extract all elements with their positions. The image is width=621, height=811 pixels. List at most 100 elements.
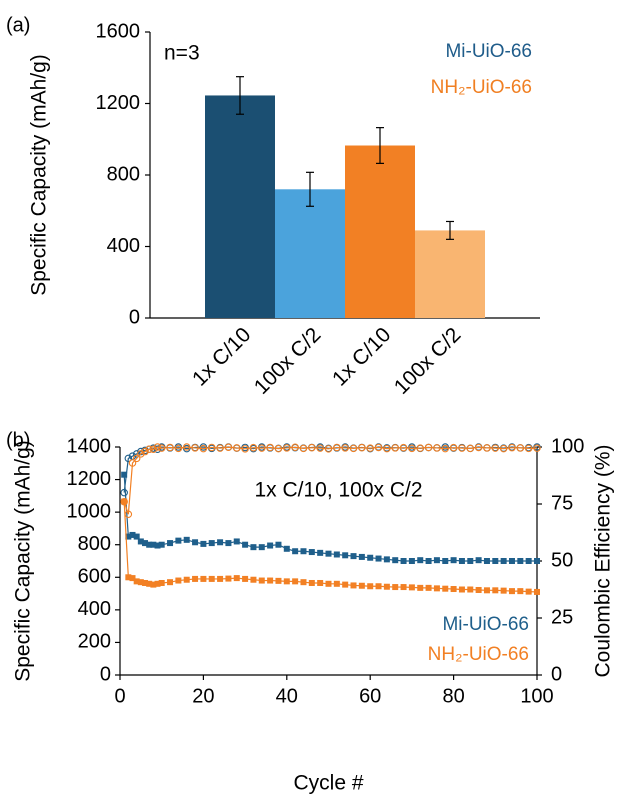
marker	[224, 443, 233, 451]
marker	[199, 444, 208, 453]
marker	[383, 556, 390, 563]
marker	[342, 552, 349, 559]
marker	[442, 585, 449, 592]
marker	[508, 443, 516, 452]
x-tick-label: 1x C/10	[328, 323, 395, 390]
marker	[128, 459, 137, 467]
marker	[492, 558, 499, 564]
marker	[467, 558, 474, 564]
bar	[275, 189, 345, 318]
marker	[400, 558, 407, 564]
marker	[154, 580, 161, 587]
y-tick-label: 1400	[67, 435, 112, 457]
y2-tick-label: 75	[551, 492, 573, 514]
marker	[424, 443, 433, 452]
marker	[175, 537, 182, 544]
marker	[358, 582, 365, 589]
marker	[367, 554, 374, 561]
x-tick-label: 0	[114, 685, 125, 707]
marker	[267, 542, 274, 549]
marker	[233, 538, 240, 545]
marker	[308, 579, 315, 586]
marker	[258, 444, 266, 452]
marker	[399, 443, 408, 452]
marker	[157, 444, 166, 452]
y-axis-label: Specific Capacity (mAh/g)	[12, 440, 35, 682]
bar	[345, 145, 415, 318]
marker	[433, 444, 441, 452]
marker	[316, 444, 324, 452]
y-tick-label: 0	[129, 306, 140, 328]
marker	[466, 444, 475, 453]
marker	[408, 584, 415, 591]
marker	[292, 548, 299, 555]
marker	[225, 540, 232, 547]
marker	[408, 558, 415, 564]
marker	[383, 444, 391, 453]
marker	[374, 443, 383, 452]
y-tick-label: 1200	[96, 92, 141, 114]
x-tick-label: 100x C/2	[250, 323, 326, 399]
marker	[137, 538, 144, 545]
marker	[200, 540, 207, 547]
marker	[367, 583, 374, 590]
marker	[183, 576, 190, 583]
marker	[400, 584, 407, 591]
marker	[192, 539, 199, 546]
marker	[120, 497, 128, 506]
marker	[192, 575, 199, 582]
marker	[121, 498, 128, 505]
marker	[158, 579, 165, 586]
marker	[458, 444, 466, 452]
marker	[417, 557, 424, 564]
marker	[217, 575, 224, 582]
marker	[308, 443, 316, 452]
marker	[317, 549, 324, 556]
marker	[375, 583, 382, 590]
marker	[392, 584, 399, 591]
marker	[146, 580, 153, 587]
marker	[183, 536, 190, 543]
marker	[241, 445, 249, 453]
marker	[150, 581, 157, 588]
y-tick-label: 600	[78, 566, 111, 588]
marker	[250, 576, 257, 583]
marker	[154, 542, 161, 549]
marker	[300, 548, 307, 555]
marker	[146, 541, 153, 548]
marker	[341, 444, 349, 452]
y2-tick-label: 100	[551, 435, 584, 457]
panel-label: (b)	[6, 429, 30, 451]
marker	[417, 584, 424, 591]
marker	[350, 582, 357, 589]
marker	[175, 577, 182, 584]
marker	[391, 444, 399, 452]
marker	[524, 444, 533, 453]
marker	[167, 540, 174, 547]
marker	[299, 444, 308, 453]
marker	[125, 533, 132, 540]
marker	[483, 558, 490, 564]
marker	[129, 531, 136, 538]
x-axis-label: Cycle #	[293, 772, 363, 795]
marker	[483, 444, 491, 452]
marker	[366, 444, 374, 452]
marker	[149, 445, 158, 454]
marker	[242, 575, 249, 582]
legend-entry: Mi-UiO-66	[445, 41, 532, 62]
marker	[233, 575, 240, 582]
y-tick-label: 800	[78, 533, 111, 555]
marker	[324, 445, 333, 453]
marker	[533, 444, 541, 452]
marker	[333, 443, 341, 452]
y-axis-label: Specific Capacity (mAh/g)	[28, 54, 51, 296]
marker	[267, 577, 274, 584]
y-tick-label: 1000	[67, 500, 112, 522]
y-tick-label: 0	[100, 663, 111, 685]
y-tick-label: 400	[78, 598, 111, 620]
marker	[425, 558, 432, 564]
marker	[325, 580, 332, 587]
marker	[358, 553, 365, 560]
y2-axis-label: Coulombic Efficiency (%)	[592, 444, 615, 677]
marker	[450, 586, 457, 593]
